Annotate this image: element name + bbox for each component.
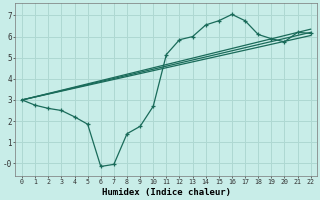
X-axis label: Humidex (Indice chaleur): Humidex (Indice chaleur) — [102, 188, 231, 197]
